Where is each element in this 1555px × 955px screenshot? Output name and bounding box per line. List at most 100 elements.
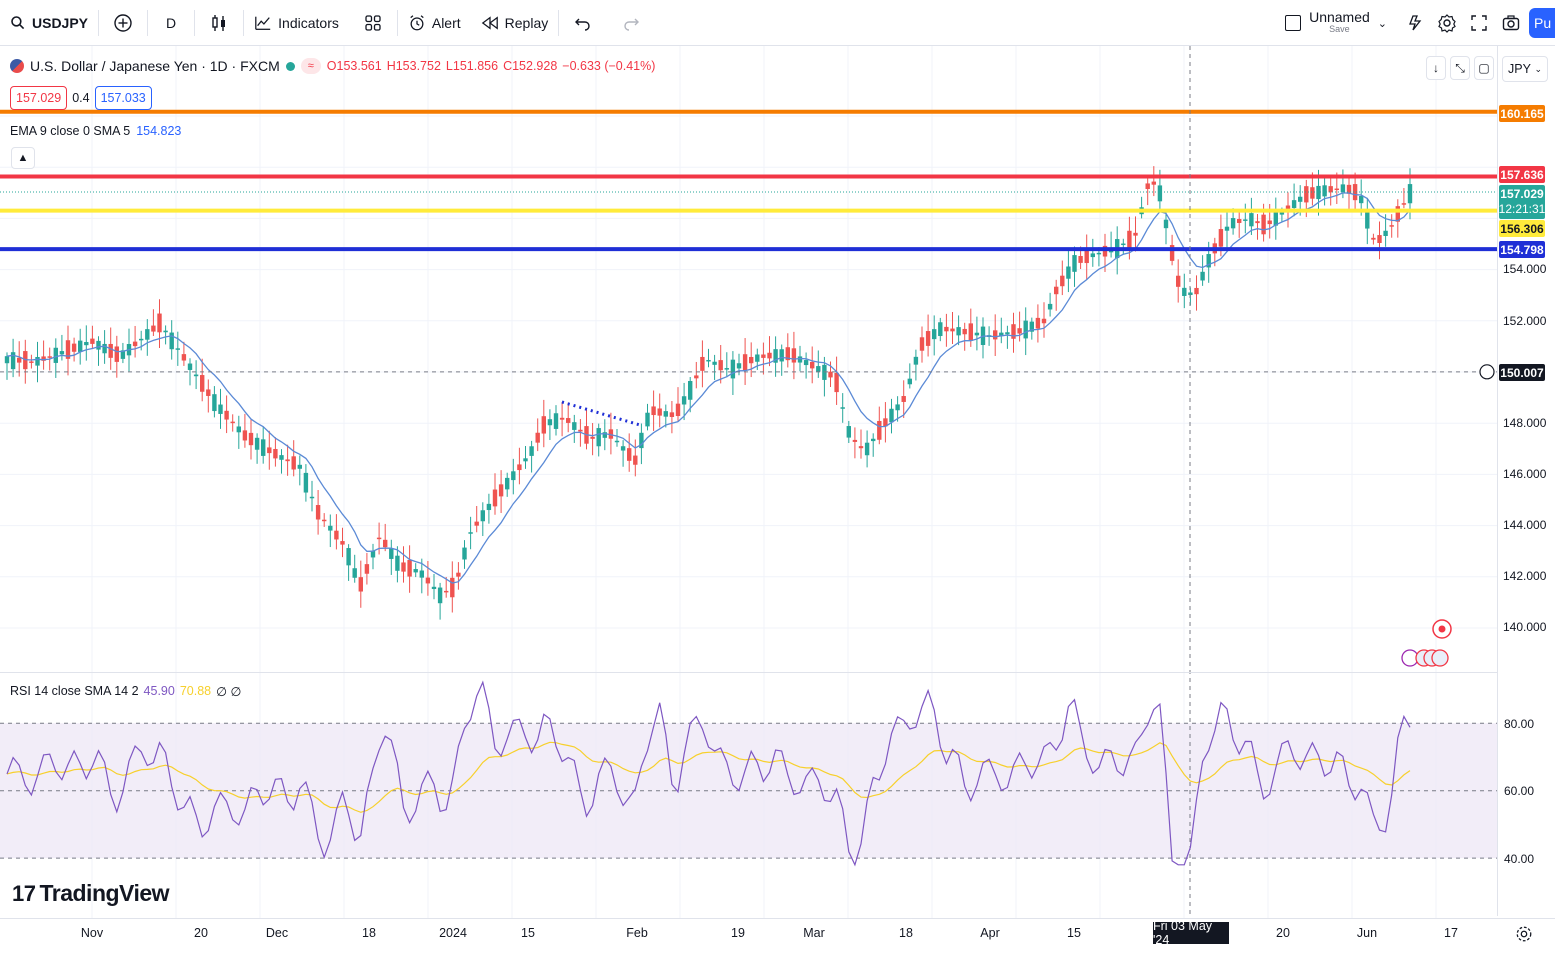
candle-body bbox=[1200, 271, 1205, 281]
collapse-legend-button[interactable]: ▲ bbox=[11, 147, 35, 169]
candle-body bbox=[822, 364, 827, 380]
compare-button[interactable] bbox=[99, 0, 147, 46]
layout-button[interactable]: Unnamed Save ⌄ bbox=[1275, 0, 1397, 46]
candle-body bbox=[956, 327, 961, 336]
toolbar-divider bbox=[194, 9, 196, 36]
high-value: H153.752 bbox=[386, 59, 441, 73]
arrow-down-icon[interactable]: ↓ bbox=[1426, 56, 1446, 80]
publish-button[interactable]: Pu bbox=[1529, 8, 1555, 38]
price-tick: 146.000 bbox=[1503, 467, 1547, 481]
candle-body bbox=[1102, 245, 1108, 257]
price-tick: 152.000 bbox=[1503, 314, 1547, 328]
alert-button[interactable]: Alert bbox=[398, 0, 471, 46]
candle-body bbox=[602, 432, 607, 438]
sell-button[interactable]: 157.029 bbox=[10, 86, 68, 110]
candle-body bbox=[614, 440, 620, 443]
candle-body bbox=[627, 448, 632, 461]
symbol-search[interactable]: USDJPY bbox=[0, 0, 98, 46]
tradingview-logo[interactable]: 17 TradingView bbox=[12, 880, 170, 907]
candle-body bbox=[1188, 292, 1193, 296]
candle-body bbox=[877, 420, 882, 440]
plus-circle-icon bbox=[109, 9, 137, 37]
collapse-pane-icon[interactable]: ⤡ bbox=[1450, 56, 1470, 80]
candle-body bbox=[206, 389, 211, 396]
settings-icon[interactable] bbox=[1433, 9, 1461, 37]
candle-body bbox=[828, 371, 833, 378]
candle-body bbox=[1395, 206, 1400, 222]
candle-body bbox=[218, 404, 223, 414]
candle-body bbox=[1298, 196, 1303, 202]
rsi-tick: 80.00 bbox=[1504, 717, 1535, 731]
symbol-legend[interactable]: U.S. Dollar / Japanese Yen · 1D · FXCM ≈… bbox=[10, 58, 655, 74]
yellow-line-price-tag: 156.306 bbox=[1499, 220, 1545, 237]
gear-icon[interactable] bbox=[1515, 925, 1533, 943]
maximize-pane-icon[interactable]: ▢ bbox=[1474, 56, 1494, 80]
indicators-button[interactable]: Indicators bbox=[244, 0, 349, 46]
candle-body bbox=[712, 361, 717, 365]
toolbar-divider bbox=[243, 9, 245, 36]
candle-body bbox=[681, 396, 687, 405]
orange-line-price-tag: 160.165 bbox=[1499, 105, 1545, 122]
candle-body bbox=[864, 442, 870, 456]
chart-area[interactable]: U.S. Dollar / Japanese Yen · 1D · FXCM ≈… bbox=[0, 46, 1555, 955]
rsi-value: 45.90 bbox=[143, 684, 175, 698]
candle-body bbox=[1151, 181, 1156, 185]
candle-body bbox=[932, 329, 937, 340]
templates-button[interactable] bbox=[349, 0, 397, 46]
currency-selector[interactable]: JPY ⌄ bbox=[1502, 56, 1548, 82]
candle-body bbox=[322, 519, 327, 522]
candle-body bbox=[1328, 186, 1333, 193]
ema-legend[interactable]: EMA 9 close 0 SMA 5 154.823 bbox=[10, 124, 181, 138]
candle-body bbox=[669, 412, 675, 417]
candle-body bbox=[1340, 184, 1346, 193]
crosshair-price-tag: 150.007 bbox=[1499, 364, 1545, 381]
candle-body bbox=[340, 541, 345, 545]
candle-body bbox=[816, 366, 821, 372]
interval-button[interactable]: D bbox=[148, 0, 194, 46]
candle-body bbox=[1389, 225, 1394, 227]
time-tick: Apr bbox=[980, 926, 1000, 940]
candle-body bbox=[1169, 245, 1175, 261]
time-tick: Nov bbox=[80, 926, 104, 940]
alarm-clock-icon bbox=[408, 9, 426, 37]
candle-body bbox=[1407, 184, 1413, 204]
candle-body bbox=[1017, 328, 1022, 334]
candle-body bbox=[1249, 213, 1254, 227]
candle-body bbox=[620, 446, 626, 451]
dotted-trendline bbox=[561, 400, 641, 427]
candle-body bbox=[810, 361, 815, 369]
candle-body bbox=[41, 356, 46, 361]
redo-button[interactable] bbox=[607, 0, 655, 46]
replay-label: Replay bbox=[504, 14, 549, 31]
rsi-legend[interactable]: RSI 14 close SMA 14 2 45.90 70.88 ∅ ∅ bbox=[10, 684, 241, 699]
candle-body bbox=[114, 346, 119, 362]
quick-search-icon[interactable] bbox=[1401, 9, 1429, 37]
undo-button[interactable] bbox=[559, 0, 607, 46]
chart-canvas[interactable] bbox=[0, 46, 1555, 955]
candle-body bbox=[132, 341, 138, 347]
candle-body bbox=[334, 530, 339, 540]
price-tick: 142.000 bbox=[1503, 569, 1547, 583]
candle-body bbox=[938, 322, 943, 337]
candle-body bbox=[1224, 226, 1230, 231]
candle-body bbox=[572, 422, 577, 430]
buy-button[interactable]: 157.033 bbox=[94, 86, 152, 110]
candle-body bbox=[1084, 250, 1089, 264]
candle-body bbox=[35, 356, 40, 366]
candle-body bbox=[858, 446, 864, 449]
candle-body bbox=[395, 555, 400, 571]
camera-icon[interactable] bbox=[1497, 9, 1525, 37]
pane-divider[interactable] bbox=[0, 672, 1497, 673]
candle-body bbox=[1029, 321, 1034, 332]
chart-type-button[interactable] bbox=[195, 0, 243, 46]
fullscreen-icon[interactable] bbox=[1465, 9, 1493, 37]
economic-event-flag-icon bbox=[1431, 649, 1449, 667]
candle-body bbox=[1023, 320, 1028, 339]
candle-body bbox=[803, 360, 809, 366]
candle-body bbox=[17, 357, 22, 363]
candle-body bbox=[706, 359, 711, 362]
replay-button[interactable]: Replay bbox=[471, 0, 559, 46]
candle-body bbox=[486, 503, 492, 511]
candle-body bbox=[47, 356, 52, 358]
pane-controls: ↓ ⤡ ▢ bbox=[1426, 56, 1494, 80]
